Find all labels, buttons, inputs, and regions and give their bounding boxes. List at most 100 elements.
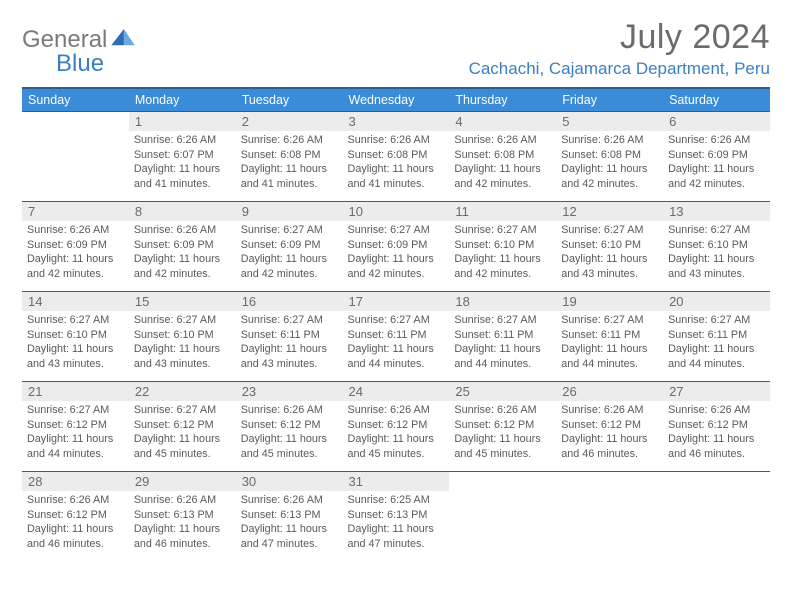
day-details: Sunrise: 6:26 AMSunset: 6:08 PMDaylight:… [236,131,343,195]
sunset-line: Sunset: 6:12 PM [27,418,124,433]
daylight-line: Daylight: 11 hours and 43 minutes. [668,252,765,281]
sunrise-line: Sunrise: 6:27 AM [27,403,124,418]
daylight-line: Daylight: 11 hours and 46 minutes. [134,522,231,551]
daylight-line: Daylight: 11 hours and 44 minutes. [27,432,124,461]
calendar-week-row: 28Sunrise: 6:26 AMSunset: 6:12 PMDayligh… [22,472,770,562]
calendar-day-cell: 25Sunrise: 6:26 AMSunset: 6:12 PMDayligh… [449,382,556,472]
sunrise-line: Sunrise: 6:26 AM [348,403,445,418]
day-details: Sunrise: 6:27 AMSunset: 6:12 PMDaylight:… [129,401,236,465]
sunset-line: Sunset: 6:11 PM [561,328,658,343]
sunrise-line: Sunrise: 6:26 AM [348,133,445,148]
daylight-line: Daylight: 11 hours and 43 minutes. [241,342,338,371]
day-details: Sunrise: 6:27 AMSunset: 6:10 PMDaylight:… [22,311,129,375]
calendar-day-cell: 15Sunrise: 6:27 AMSunset: 6:10 PMDayligh… [129,292,236,382]
sunrise-line: Sunrise: 6:26 AM [27,223,124,238]
day-number: 12 [556,202,663,221]
daylight-line: Daylight: 11 hours and 45 minutes. [348,432,445,461]
sunrise-line: Sunrise: 6:26 AM [668,133,765,148]
daylight-line: Daylight: 11 hours and 46 minutes. [27,522,124,551]
weekday-header: Tuesday [236,88,343,112]
daylight-line: Daylight: 11 hours and 42 minutes. [348,252,445,281]
sunset-line: Sunset: 6:10 PM [134,328,231,343]
calendar-day-cell: 17Sunrise: 6:27 AMSunset: 6:11 PMDayligh… [343,292,450,382]
sunrise-line: Sunrise: 6:26 AM [134,223,231,238]
calendar-day-cell: 14Sunrise: 6:27 AMSunset: 6:10 PMDayligh… [22,292,129,382]
day-number: 31 [343,472,450,491]
day-number: 6 [663,112,770,131]
day-details: Sunrise: 6:26 AMSunset: 6:09 PMDaylight:… [663,131,770,195]
logo: GeneralBlue [22,18,135,78]
calendar-day-cell: 4Sunrise: 6:26 AMSunset: 6:08 PMDaylight… [449,112,556,202]
day-details: Sunrise: 6:27 AMSunset: 6:11 PMDaylight:… [556,311,663,375]
sunset-line: Sunset: 6:08 PM [454,148,551,163]
calendar-day-cell: 12Sunrise: 6:27 AMSunset: 6:10 PMDayligh… [556,202,663,292]
sunset-line: Sunset: 6:12 PM [241,418,338,433]
day-number: 24 [343,382,450,401]
calendar-day-cell: 5Sunrise: 6:26 AMSunset: 6:08 PMDaylight… [556,112,663,202]
calendar-week-row: 7Sunrise: 6:26 AMSunset: 6:09 PMDaylight… [22,202,770,292]
sunset-line: Sunset: 6:10 PM [668,238,765,253]
calendar-week-row: ..1Sunrise: 6:26 AMSunset: 6:07 PMDaylig… [22,112,770,202]
sunrise-line: Sunrise: 6:27 AM [27,313,124,328]
calendar-day-cell: 2Sunrise: 6:26 AMSunset: 6:08 PMDaylight… [236,112,343,202]
sunrise-line: Sunrise: 6:27 AM [454,313,551,328]
calendar-day-cell: .. [449,472,556,562]
daylight-line: Daylight: 11 hours and 42 minutes. [134,252,231,281]
daylight-line: Daylight: 11 hours and 46 minutes. [668,432,765,461]
day-number: 27 [663,382,770,401]
sunset-line: Sunset: 6:09 PM [668,148,765,163]
day-number: 1 [129,112,236,131]
day-number: 2 [236,112,343,131]
calendar-day-cell: .. [556,472,663,562]
day-details: Sunrise: 6:26 AMSunset: 6:07 PMDaylight:… [129,131,236,195]
header: GeneralBlue July 2024 Cachachi, Cajamarc… [22,18,770,79]
sunrise-line: Sunrise: 6:26 AM [241,493,338,508]
day-details: Sunrise: 6:26 AMSunset: 6:12 PMDaylight:… [556,401,663,465]
sunset-line: Sunset: 6:13 PM [134,508,231,523]
daylight-line: Daylight: 11 hours and 42 minutes. [241,252,338,281]
calendar-week-row: 21Sunrise: 6:27 AMSunset: 6:12 PMDayligh… [22,382,770,472]
location-subtitle: Cachachi, Cajamarca Department, Peru [469,59,770,79]
weekday-header: Monday [129,88,236,112]
day-number: 15 [129,292,236,311]
daylight-line: Daylight: 11 hours and 45 minutes. [241,432,338,461]
sunset-line: Sunset: 6:12 PM [27,508,124,523]
day-number: 29 [129,472,236,491]
daylight-line: Daylight: 11 hours and 42 minutes. [454,252,551,281]
calendar-day-cell: 16Sunrise: 6:27 AMSunset: 6:11 PMDayligh… [236,292,343,382]
calendar-day-cell: 3Sunrise: 6:26 AMSunset: 6:08 PMDaylight… [343,112,450,202]
calendar-body: ..1Sunrise: 6:26 AMSunset: 6:07 PMDaylig… [22,112,770,562]
sunset-line: Sunset: 6:13 PM [348,508,445,523]
day-details: Sunrise: 6:27 AMSunset: 6:11 PMDaylight:… [236,311,343,375]
daylight-line: Daylight: 11 hours and 45 minutes. [134,432,231,461]
sunrise-line: Sunrise: 6:27 AM [348,313,445,328]
day-number: 21 [22,382,129,401]
daylight-line: Daylight: 11 hours and 42 minutes. [454,162,551,191]
daylight-line: Daylight: 11 hours and 47 minutes. [348,522,445,551]
day-details: Sunrise: 6:26 AMSunset: 6:09 PMDaylight:… [22,221,129,285]
calendar-day-cell: 27Sunrise: 6:26 AMSunset: 6:12 PMDayligh… [663,382,770,472]
day-details: Sunrise: 6:26 AMSunset: 6:08 PMDaylight:… [556,131,663,195]
daylight-line: Daylight: 11 hours and 42 minutes. [561,162,658,191]
day-details: Sunrise: 6:27 AMSunset: 6:11 PMDaylight:… [449,311,556,375]
calendar-day-cell: 9Sunrise: 6:27 AMSunset: 6:09 PMDaylight… [236,202,343,292]
calendar-day-cell: 22Sunrise: 6:27 AMSunset: 6:12 PMDayligh… [129,382,236,472]
sunrise-line: Sunrise: 6:26 AM [454,403,551,418]
day-details: Sunrise: 6:27 AMSunset: 6:10 PMDaylight:… [556,221,663,285]
sunrise-line: Sunrise: 6:26 AM [134,133,231,148]
sunrise-line: Sunrise: 6:27 AM [241,223,338,238]
day-details: Sunrise: 6:26 AMSunset: 6:12 PMDaylight:… [449,401,556,465]
calendar-day-cell: .. [22,112,129,202]
day-details: Sunrise: 6:27 AMSunset: 6:10 PMDaylight:… [663,221,770,285]
day-number: 26 [556,382,663,401]
calendar-day-cell: 18Sunrise: 6:27 AMSunset: 6:11 PMDayligh… [449,292,556,382]
sunset-line: Sunset: 6:09 PM [27,238,124,253]
sunset-line: Sunset: 6:11 PM [348,328,445,343]
day-number: 28 [22,472,129,491]
calendar-day-cell: 6Sunrise: 6:26 AMSunset: 6:09 PMDaylight… [663,112,770,202]
calendar-day-cell: 31Sunrise: 6:25 AMSunset: 6:13 PMDayligh… [343,472,450,562]
sunrise-line: Sunrise: 6:26 AM [27,493,124,508]
day-details: Sunrise: 6:27 AMSunset: 6:11 PMDaylight:… [343,311,450,375]
sunset-line: Sunset: 6:13 PM [241,508,338,523]
sunrise-line: Sunrise: 6:27 AM [348,223,445,238]
